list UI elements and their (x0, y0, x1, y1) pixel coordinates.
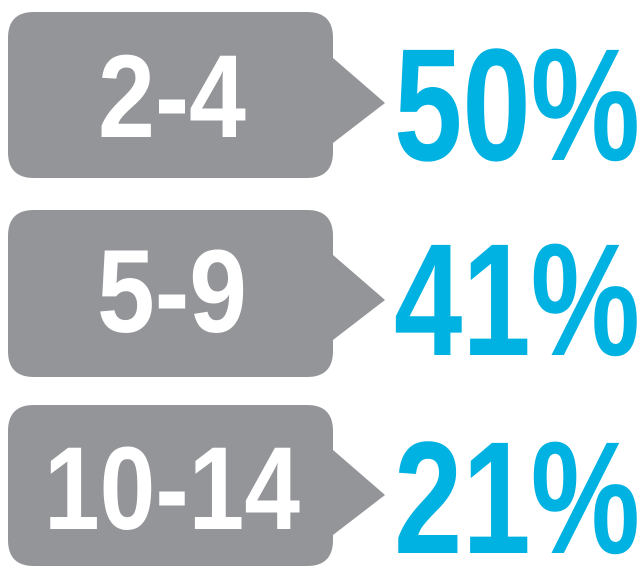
age-label: 10-14 (44, 423, 300, 555)
age-label: 2-4 (98, 31, 246, 163)
speech-bubble (8, 12, 385, 178)
percentage: 21% (394, 408, 640, 569)
percentage: 50% (394, 15, 640, 194)
item: 2-4 50% (8, 12, 640, 194)
item: 5-9 41% (8, 210, 640, 389)
percentage: 41% (394, 210, 640, 389)
speech-bubble (8, 405, 385, 566)
age-label: 5-9 (97, 226, 247, 358)
speech-bubble (8, 210, 385, 377)
item: 10-14 21% (8, 405, 640, 569)
